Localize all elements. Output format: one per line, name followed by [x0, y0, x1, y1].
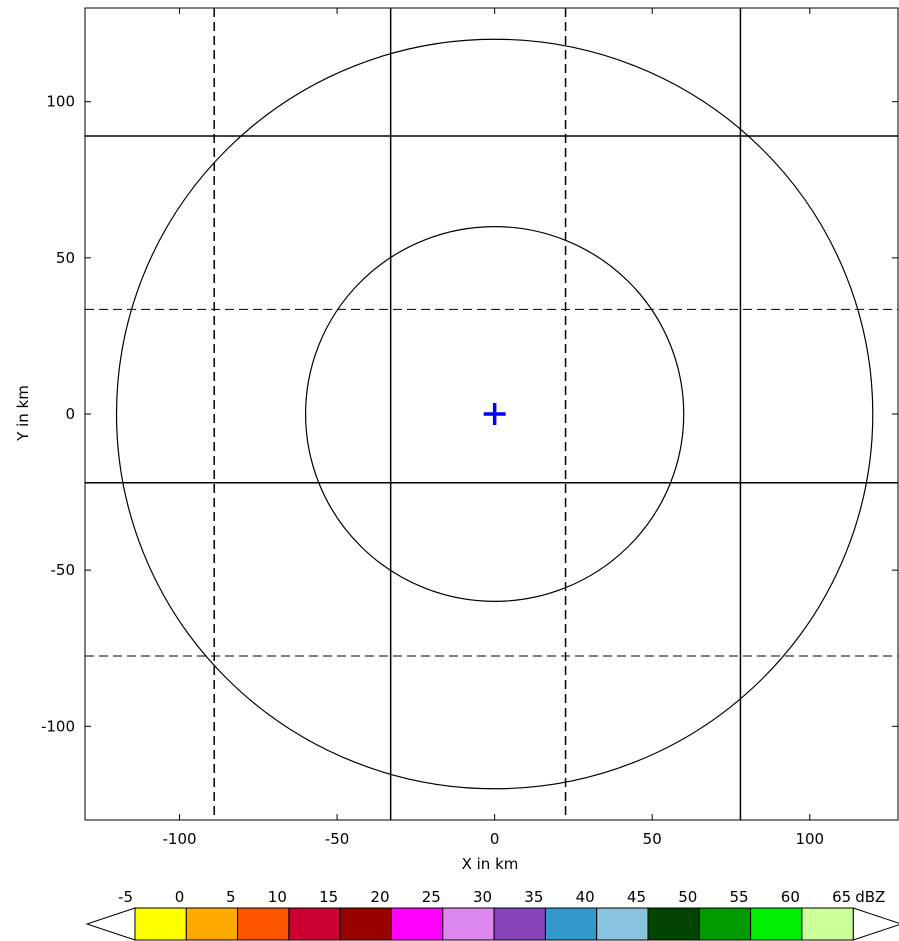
colorbar-tick-label: -5 [118, 888, 133, 906]
y-tick-label: 50 [56, 249, 75, 267]
colorbar-tick-label: 25 [422, 888, 441, 906]
colorbar: -5 0 5 10 15 20 25 30 35 40 45 50 55 60 65 dBZ [85, 888, 899, 941]
colorbar-swatch [134, 907, 187, 941]
colorbar-tick-label: 40 [576, 888, 595, 906]
colorbar-swatch [647, 907, 700, 941]
range-ring [304, 226, 685, 602]
colorbar-swatch [698, 907, 752, 941]
colorbar-swatch [801, 907, 854, 941]
y-tick-label: 100 [46, 93, 75, 111]
colorbar-tick-label: 10 [268, 888, 287, 906]
y-tick-label: -100 [41, 717, 75, 735]
colorbar-tick-label: 30 [473, 888, 492, 906]
y-tick-label: -50 [51, 561, 76, 579]
y-axis-label: Y in km [14, 385, 32, 442]
y-tick-label: 0 [65, 405, 75, 423]
colorbar-tick-label: 5 [226, 888, 236, 906]
colorbar-tick-label: 20 [370, 888, 389, 906]
x-tick-label: 50 [643, 830, 662, 848]
grid-lines [85, 8, 898, 820]
colorbar-swatch [288, 907, 341, 941]
colorbar-swatch [185, 907, 239, 941]
plot-area [84, 7, 899, 821]
colorbar-swatch [442, 907, 495, 941]
colorbar-swatch [339, 907, 393, 941]
x-axis-label: X in km [462, 855, 519, 873]
colorbar-tick-label: 55 [730, 888, 749, 906]
colorbar-high-arrow [852, 907, 899, 941]
x-axis-ticks: -100 -50 0 50 100 [163, 8, 824, 848]
colorbar-tick-label: 50 [678, 888, 697, 906]
radar-site-marker [483, 403, 506, 425]
x-tick-label: 100 [795, 830, 824, 848]
colorbar-swatch [237, 907, 290, 941]
x-tick-label: -50 [325, 830, 350, 848]
x-tick-label: 0 [490, 830, 500, 848]
colorbar-tick-label: 65 [832, 888, 851, 906]
colorbar-swatch [544, 907, 598, 941]
colorbar-unit-label: dBZ [855, 888, 885, 906]
x-tick-label: -100 [163, 830, 197, 848]
colorbar-low-arrow [85, 907, 136, 941]
colorbar-tick-label: 60 [781, 888, 800, 906]
colorbar-swatch [596, 907, 649, 941]
colorbar-swatch [493, 907, 546, 941]
range-rings [115, 38, 874, 790]
colorbar-tick-label: 15 [319, 888, 338, 906]
colorbar-swatch [391, 907, 444, 941]
colorbar-tick-label: 0 [175, 888, 185, 906]
colorbar-tick-label: 45 [627, 888, 646, 906]
range-ring [115, 38, 874, 790]
y-axis-ticks: 100 50 0 -50 -100 [41, 93, 898, 735]
colorbar-swatch [750, 907, 803, 941]
colorbar-tick-label: 35 [524, 888, 543, 906]
